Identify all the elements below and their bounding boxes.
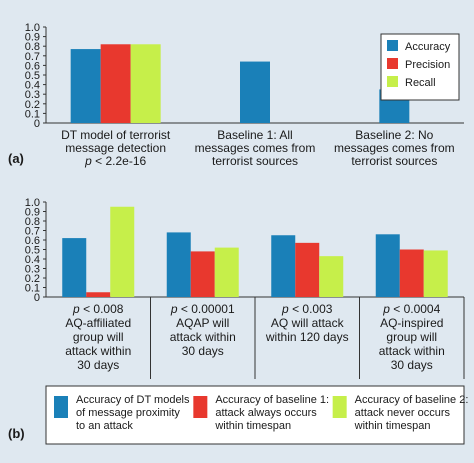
bar (166, 232, 191, 297)
y-tick-label: 0.4 (25, 254, 40, 266)
panel-label: (b) (8, 426, 25, 441)
category-label: terrorist sources (212, 154, 298, 168)
bar (190, 251, 215, 297)
category-label: AQ-affiliated (65, 316, 131, 330)
category-pvalue: p < 2.2e-16 (84, 154, 146, 168)
legend-label: within timespan (214, 420, 291, 432)
legend-label: within timespan (354, 420, 431, 432)
y-tick-label: 0.3 (25, 264, 40, 276)
bar (399, 249, 424, 297)
y-tick-label: 0.2 (25, 273, 40, 285)
y-tick-label: 0.6 (25, 235, 40, 247)
legend-label: Accuracy of baseline 2: (355, 394, 469, 406)
category-pvalue: p < 0.00001 (170, 302, 235, 316)
legend-swatch (387, 58, 398, 69)
legend-label: Accuracy of DT models (76, 394, 190, 406)
y-tick-label: 1.0 (25, 197, 40, 209)
bar (70, 49, 101, 123)
y-tick-label: 0.5 (25, 245, 40, 257)
y-tick-label: 1.0 (25, 22, 40, 34)
y-tick-label: 0 (34, 118, 40, 130)
y-tick-label: 0.4 (25, 80, 40, 92)
category-label: attack within (379, 344, 445, 358)
category-label: attack within (170, 330, 236, 344)
legend-box (45, 385, 465, 445)
y-tick-label: 0.3 (25, 89, 40, 101)
legend-swatch (193, 396, 208, 418)
category-label: messages comes from (334, 141, 455, 155)
category-label: AQ-inspired (380, 316, 443, 330)
legend-swatch (332, 396, 347, 418)
category-label: group will (386, 330, 437, 344)
y-tick-label: 0.1 (25, 108, 40, 120)
category-label: attack within (65, 344, 131, 358)
y-tick-label: 0.8 (25, 216, 40, 228)
category-label: 30 days (182, 344, 224, 358)
bar (214, 247, 239, 297)
y-tick-label: 0.9 (25, 207, 40, 219)
category-label: Baseline 2: No (355, 128, 433, 142)
category-pvalue: p < 0.008 (72, 302, 124, 316)
legend-label: Precision (405, 59, 450, 71)
category-label: Baseline 1: All (217, 128, 292, 142)
category-label: message detection (65, 141, 166, 155)
category-label: DT model of terrorist (61, 128, 171, 142)
bar (271, 235, 296, 297)
legend-label: of message proximity (76, 407, 180, 419)
legend-label: to an attack (76, 420, 133, 432)
y-tick-label: 0.7 (25, 51, 40, 63)
bar (110, 206, 135, 297)
bar (295, 242, 320, 297)
bar (62, 238, 87, 297)
legend-swatch (54, 396, 68, 418)
category-label: AQAP will (176, 316, 229, 330)
y-tick-label: 0.2 (25, 99, 40, 111)
legend-swatch (387, 40, 398, 51)
bar (86, 292, 111, 297)
bar (240, 61, 270, 123)
category-label: 30 days (391, 358, 433, 372)
category-pvalue: p < 0.0004 (382, 302, 440, 316)
legend-label: Accuracy of baseline 1: (215, 394, 329, 406)
y-tick-label: 0.8 (25, 41, 40, 53)
category-pvalue: p < 0.003 (281, 302, 333, 316)
category-label: messages comes from (195, 141, 316, 155)
category-label: AQ will attack (271, 316, 345, 330)
bar (130, 44, 161, 123)
category-label: group will (73, 330, 124, 344)
y-tick-label: 0.1 (25, 283, 40, 295)
y-tick-label: 0 (34, 292, 40, 304)
category-label: terrorist sources (351, 154, 437, 168)
legend-label: Recall (405, 77, 436, 89)
y-tick-label: 0.7 (25, 226, 40, 238)
category-label: 30 days (77, 358, 119, 372)
category-label: within 120 days (265, 330, 349, 344)
y-tick-label: 0.6 (25, 60, 40, 72)
legend-swatch (387, 76, 398, 87)
bar (423, 250, 448, 297)
bar (100, 44, 131, 123)
legend-label: attack always occurs (215, 407, 317, 419)
y-tick-label: 0.9 (25, 32, 40, 44)
y-tick-label: 0.5 (25, 70, 40, 82)
legend-label: attack never occurs (355, 407, 451, 419)
bar (319, 256, 344, 297)
panel-label: (a) (8, 151, 24, 166)
bar (375, 234, 400, 297)
legend-label: Accuracy (405, 41, 451, 53)
